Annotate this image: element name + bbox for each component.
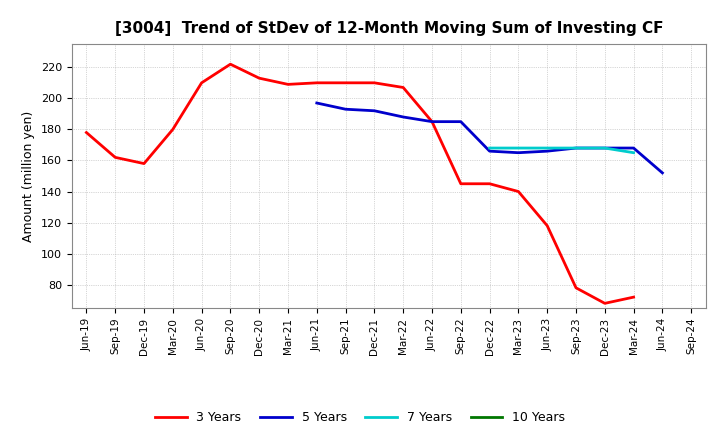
3 Years <box>226 62 235 67</box>
3 Years <box>514 189 523 194</box>
7 Years <box>629 150 638 155</box>
3 Years <box>456 181 465 187</box>
5 Years <box>658 170 667 176</box>
5 Years <box>428 119 436 124</box>
5 Years <box>600 145 609 150</box>
5 Years <box>456 119 465 124</box>
3 Years <box>572 285 580 290</box>
3 Years <box>140 161 148 166</box>
3 Years <box>370 80 379 85</box>
Line: 5 Years: 5 Years <box>317 103 662 173</box>
3 Years <box>284 82 292 87</box>
3 Years <box>82 130 91 135</box>
7 Years <box>514 145 523 150</box>
3 Years <box>485 181 494 187</box>
5 Years <box>543 149 552 154</box>
3 Years <box>168 127 177 132</box>
3 Years <box>312 80 321 85</box>
5 Years <box>485 149 494 154</box>
Line: 7 Years: 7 Years <box>490 148 634 153</box>
3 Years <box>629 294 638 300</box>
7 Years <box>572 145 580 150</box>
Line: 3 Years: 3 Years <box>86 64 634 303</box>
3 Years <box>197 80 206 85</box>
7 Years <box>543 145 552 150</box>
Y-axis label: Amount (million yen): Amount (million yen) <box>22 110 35 242</box>
5 Years <box>572 145 580 150</box>
3 Years <box>543 223 552 228</box>
Title: [3004]  Trend of StDev of 12-Month Moving Sum of Investing CF: [3004] Trend of StDev of 12-Month Moving… <box>114 21 663 36</box>
7 Years <box>485 145 494 150</box>
5 Years <box>312 100 321 106</box>
5 Years <box>514 150 523 155</box>
5 Years <box>399 114 408 120</box>
3 Years <box>255 76 264 81</box>
5 Years <box>370 108 379 114</box>
5 Years <box>341 106 350 112</box>
Legend: 3 Years, 5 Years, 7 Years, 10 Years: 3 Years, 5 Years, 7 Years, 10 Years <box>150 407 570 429</box>
3 Years <box>600 301 609 306</box>
3 Years <box>399 85 408 90</box>
7 Years <box>600 145 609 150</box>
3 Years <box>111 155 120 160</box>
5 Years <box>629 145 638 150</box>
3 Years <box>428 119 436 124</box>
3 Years <box>341 80 350 85</box>
